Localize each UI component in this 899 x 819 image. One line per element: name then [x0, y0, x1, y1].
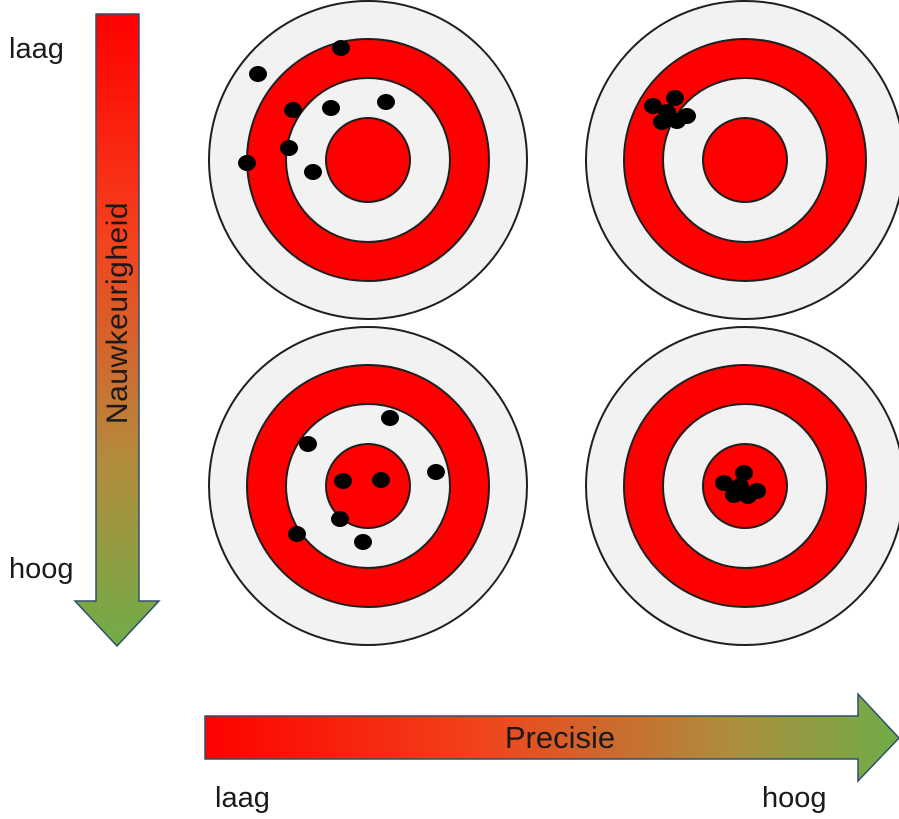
shot-dot [666, 90, 684, 106]
shot-dot [668, 113, 686, 129]
shot-dot [280, 140, 298, 156]
shot-cluster-top-right [644, 90, 696, 130]
shot-cluster-bottom-left [288, 410, 445, 550]
shot-dot [372, 472, 390, 488]
shot-cluster-bottom-right [715, 465, 766, 504]
shot-dot [427, 464, 445, 480]
shot-dot [644, 98, 662, 114]
target-top-right [585, 0, 899, 320]
vertical-axis-title: Nauwkeurigheid [101, 201, 134, 425]
horizontal-axis-left-label: laag [215, 782, 270, 814]
horizontal-axis-title: Precisie [504, 720, 616, 755]
horizontal-gradient-arrow [204, 692, 899, 783]
shot-dot [381, 410, 399, 426]
shot-dot [334, 473, 352, 489]
shot-dot [332, 40, 350, 56]
shot-dot [735, 465, 753, 481]
shot-dot [653, 114, 671, 130]
vertical-gradient-arrow [73, 13, 161, 648]
vertical-axis-top-label: laag [9, 33, 64, 65]
target-bottom-left [208, 326, 528, 646]
shot-dot [249, 66, 267, 82]
shot-dot [322, 100, 340, 116]
shot-dot [377, 94, 395, 110]
shot-dot [238, 155, 256, 171]
target-top-left [208, 0, 528, 320]
shot-dot [331, 511, 349, 527]
shot-dot [739, 488, 757, 504]
vertical-axis-bottom-label: hoog [9, 553, 74, 585]
shot-dot [354, 534, 372, 550]
shot-dot [304, 164, 322, 180]
shot-dot [725, 487, 743, 503]
shot-dot [284, 102, 302, 118]
horizontal-axis-right-label: hoog [762, 782, 827, 814]
shot-dot [288, 526, 306, 542]
shot-dot [715, 475, 733, 491]
shot-dot [299, 436, 317, 452]
shot-cluster-top-left [238, 40, 395, 180]
